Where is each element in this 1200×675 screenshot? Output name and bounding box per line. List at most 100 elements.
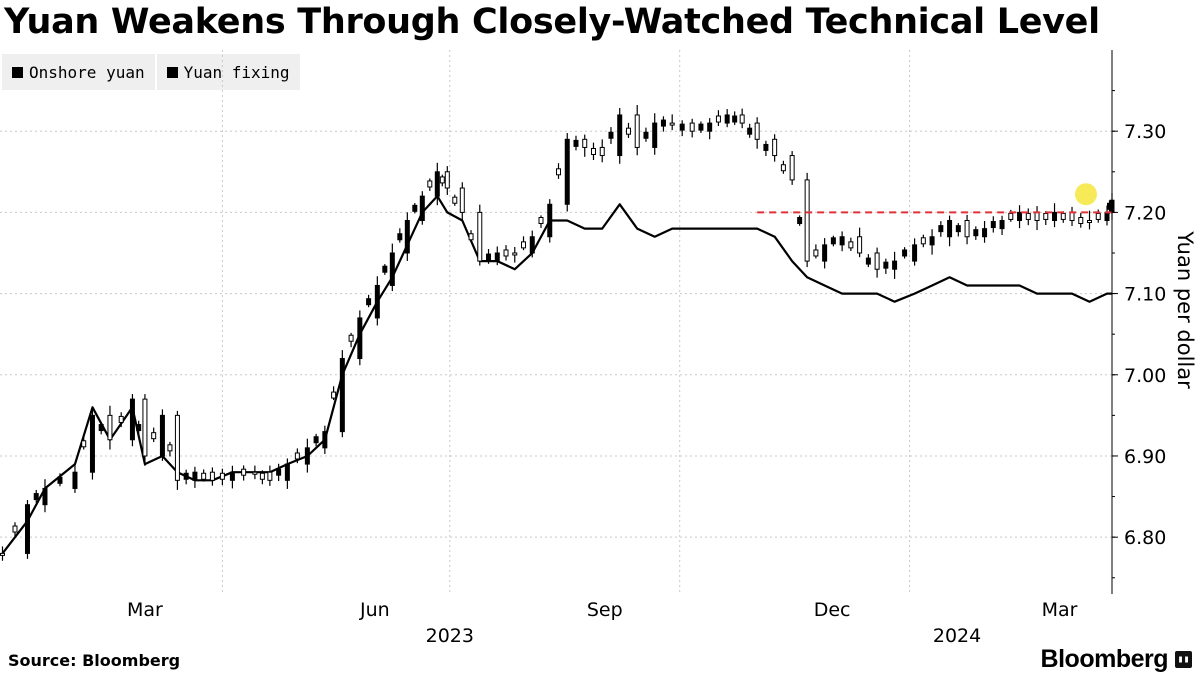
candle-body: [33, 493, 39, 501]
candle-body: [98, 424, 104, 432]
candle-body: [503, 249, 509, 257]
candle-body: [747, 127, 753, 135]
candle-body: [374, 284, 380, 319]
candle-body: [322, 431, 328, 449]
legend: Onshore yuan Yuan fixing: [2, 54, 302, 90]
candle-body: [434, 171, 440, 197]
candle-body: [973, 229, 979, 237]
candle-body: [1087, 220, 1093, 224]
annotation-layer: [757, 183, 1112, 214]
candle-body: [12, 525, 18, 533]
candle-body: [486, 253, 492, 261]
candle-body: [1069, 211, 1075, 222]
candle-body: [892, 260, 898, 270]
candle-body: [625, 127, 631, 135]
candle-body: [404, 220, 410, 254]
candle-body: [1025, 212, 1031, 220]
candle-body: [382, 265, 388, 273]
series-line-yuan-fixing: [1, 195, 1112, 555]
candle-body: [42, 487, 48, 506]
candle-body: [339, 358, 345, 433]
candle-body: [902, 249, 908, 257]
candle-body: [990, 221, 996, 229]
candle-body: [573, 139, 579, 147]
candle-body: [267, 471, 273, 481]
candle-body: [366, 298, 372, 306]
candle-body: [538, 217, 544, 225]
candle-body: [772, 138, 778, 157]
chart-title: Yuan Weakens Through Closely-Watched Tec…: [4, 2, 1100, 42]
candle-body: [804, 179, 810, 262]
legend-swatch-onshore-yuan: [12, 66, 23, 78]
candle-body: [634, 114, 640, 148]
y-tick-label: 6.90: [1124, 446, 1166, 468]
candle-body: [964, 220, 970, 238]
candle-body: [652, 122, 658, 148]
candle-body: [439, 176, 445, 184]
candle-body: [1060, 212, 1066, 220]
candle-body: [547, 203, 553, 238]
candle-body: [938, 225, 944, 233]
candle-body: [229, 471, 235, 481]
candle-body: [331, 391, 337, 399]
candle-body: [304, 447, 310, 465]
candle-body: [1017, 211, 1023, 222]
candle-body: [789, 155, 795, 181]
legend-swatch-yuan-fixing: [166, 66, 178, 78]
candle-body: [874, 252, 880, 270]
candle-body: [848, 241, 854, 249]
candle-body: [494, 252, 500, 262]
candle-body: [81, 440, 87, 448]
candle-body: [412, 204, 418, 212]
brand-mark-icon: ▮▮: [1175, 651, 1192, 668]
candle-body: [1104, 211, 1110, 222]
candle-body: [209, 471, 215, 481]
candle-body: [839, 236, 845, 246]
candle-body: [660, 119, 666, 127]
candle-body: [521, 241, 527, 249]
highlight-marker: [1075, 183, 1097, 206]
legend-item-onshore-yuan: Onshore yuan: [2, 54, 155, 90]
candle-body: [142, 398, 148, 457]
candle-body: [929, 236, 935, 246]
candle-body: [468, 233, 474, 241]
candle-body: [118, 415, 124, 423]
candle-body: [582, 138, 588, 148]
x-tick-label: Mar: [127, 599, 163, 621]
candle-body: [452, 196, 458, 204]
x-tick-label: Sep: [587, 599, 623, 621]
y-tick-label: 7.30: [1124, 121, 1166, 143]
candle-body: [813, 249, 819, 257]
y-tick-label: 7.10: [1124, 284, 1166, 306]
candle-body: [780, 164, 786, 172]
candle-body: [219, 472, 225, 480]
candle-body: [698, 123, 704, 131]
candle-body: [590, 147, 596, 155]
candle-body: [1008, 212, 1014, 220]
candle-body: [72, 471, 78, 489]
candle-body: [0, 552, 5, 556]
grid-layer: [0, 50, 1112, 594]
brand-logo-text: Bloomberg: [1040, 645, 1169, 673]
x-tick-label: Dec: [814, 599, 851, 621]
candle-body: [763, 143, 769, 151]
candle-body: [1107, 202, 1113, 210]
candle-body: [739, 114, 745, 124]
candle-body: [707, 122, 713, 132]
y-tick-label: 6.80: [1124, 527, 1166, 549]
candle-body: [754, 122, 760, 140]
candle-body: [564, 138, 570, 205]
candle-body: [643, 131, 649, 139]
candle-body: [617, 114, 623, 157]
candle-body: [1034, 211, 1040, 222]
candle-body: [201, 472, 207, 480]
candle-body: [427, 180, 433, 188]
candle-body: [1078, 217, 1084, 225]
candle-body: [529, 236, 535, 254]
candle-body: [89, 414, 95, 473]
candle-body: [920, 237, 926, 245]
candle-body: [1043, 212, 1049, 220]
candle-body: [151, 432, 157, 440]
y-tick-label: 7.00: [1124, 365, 1166, 387]
